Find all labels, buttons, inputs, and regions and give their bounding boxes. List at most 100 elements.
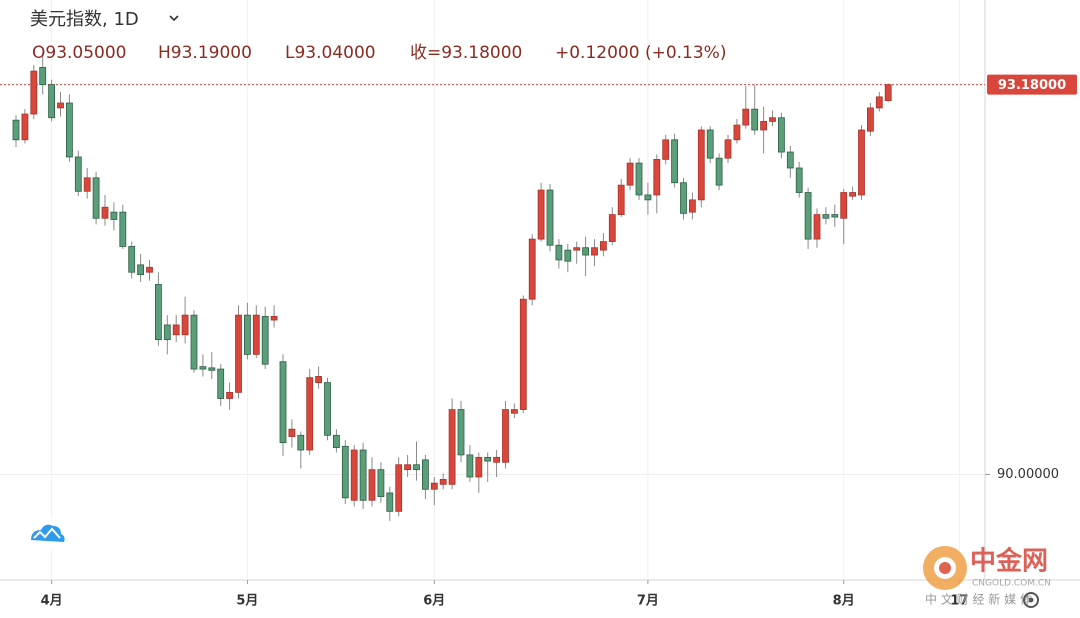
price-label: 93.18000	[998, 78, 1066, 93]
candle-body	[760, 120, 767, 131]
candle-body	[546, 189, 554, 246]
candle-body	[163, 324, 171, 341]
candle-body	[537, 189, 545, 240]
candle-body	[226, 391, 234, 399]
candle-body	[813, 214, 821, 240]
candle-body	[662, 139, 670, 160]
candle-body	[57, 102, 64, 109]
watermark-logo-core	[939, 562, 951, 574]
candle-body	[831, 214, 839, 218]
labels: O93.05000 H93.19000 L93.04000 收=93.18000 +0.…	[32, 43, 1077, 609]
candle-body	[146, 266, 153, 273]
candle-body	[849, 192, 856, 197]
ohlc-label: L93.04000	[285, 43, 376, 63]
candle-body	[181, 314, 189, 336]
candle-body	[689, 199, 696, 213]
candle-body	[858, 129, 865, 196]
candle-body	[510, 409, 518, 414]
watermark: 中金网 CNGOLD.COM.CN	[923, 546, 1051, 590]
candle-body	[778, 117, 785, 153]
candle-body	[769, 117, 776, 122]
candle-body	[519, 298, 527, 410]
candle-body	[154, 284, 162, 341]
candle-body	[742, 108, 750, 126]
watermark-text: 中金网	[970, 546, 1048, 577]
y-tick-label: 90.00000	[997, 467, 1059, 482]
candle-body	[12, 119, 20, 141]
candle-body	[386, 492, 394, 512]
candle-body	[270, 315, 278, 321]
candle-body	[457, 409, 465, 456]
candle-body	[235, 314, 242, 393]
candle-body	[600, 241, 607, 251]
candle-body	[733, 124, 741, 141]
candle-body	[252, 314, 260, 355]
candle-body	[680, 182, 687, 214]
candle-body	[395, 464, 403, 512]
chevron	[169, 15, 179, 22]
settings-icon[interactable]	[1023, 592, 1039, 608]
candle-body	[448, 409, 456, 485]
candle-body	[564, 249, 572, 262]
candle-body	[413, 464, 420, 471]
candle-body	[48, 84, 55, 119]
candle-body	[724, 139, 732, 159]
candle-body	[573, 247, 581, 251]
candle-body	[555, 244, 563, 261]
candle-body	[706, 129, 714, 159]
candle-body	[288, 428, 296, 437]
candle-body	[243, 314, 251, 355]
candle-body	[110, 211, 118, 220]
candle-body	[751, 108, 759, 131]
gear-center[interactable]	[1028, 597, 1034, 603]
candle-body	[261, 315, 269, 365]
candle-body	[715, 157, 723, 186]
candle-body	[430, 482, 438, 490]
candle-body	[66, 102, 73, 158]
x-tick-label: 5月	[236, 594, 258, 609]
ohlc-label: 收=93.18000	[410, 43, 522, 63]
candle-body	[697, 129, 705, 201]
candle-body	[484, 456, 492, 462]
candle-body	[350, 449, 358, 501]
candle-body	[475, 456, 483, 478]
candle-body	[359, 449, 367, 501]
candle-body	[172, 324, 180, 336]
chart-title: 美元指数, 1D	[30, 9, 139, 30]
candle-body	[377, 469, 385, 498]
candle-body	[217, 368, 225, 399]
candle-body	[502, 409, 509, 463]
candle-body	[582, 247, 589, 256]
candle-body	[822, 214, 830, 219]
price-label-box	[987, 74, 1077, 95]
candle-body	[30, 70, 38, 115]
candle-body	[804, 192, 812, 240]
candle-body	[39, 67, 47, 86]
candle-body	[297, 434, 305, 451]
candle-body	[626, 162, 634, 186]
candle-body	[404, 464, 412, 471]
candle-body	[493, 456, 501, 463]
candle-body	[786, 151, 794, 169]
watermark-url: CNGOLD.COM.CN	[972, 579, 1051, 589]
candle-body	[368, 469, 376, 501]
candle-body	[92, 177, 100, 219]
watermark-slogan: 中 文 财 经 新 媒 体	[925, 592, 1032, 607]
candle-body	[421, 459, 429, 490]
x-tick-label: 17	[950, 594, 968, 609]
candles	[12, 52, 892, 522]
candle-body	[653, 159, 661, 196]
candle-body	[190, 314, 198, 370]
x-tick-label: 6月	[423, 594, 445, 609]
candle-body	[199, 366, 207, 370]
candle-body	[439, 479, 447, 485]
logo-line	[33, 527, 61, 539]
candle-body	[884, 84, 892, 101]
candle-body	[644, 194, 652, 201]
gear[interactable]	[1023, 592, 1039, 608]
candle-body	[101, 206, 109, 219]
candle-body	[128, 246, 136, 273]
candle-body	[635, 162, 643, 196]
